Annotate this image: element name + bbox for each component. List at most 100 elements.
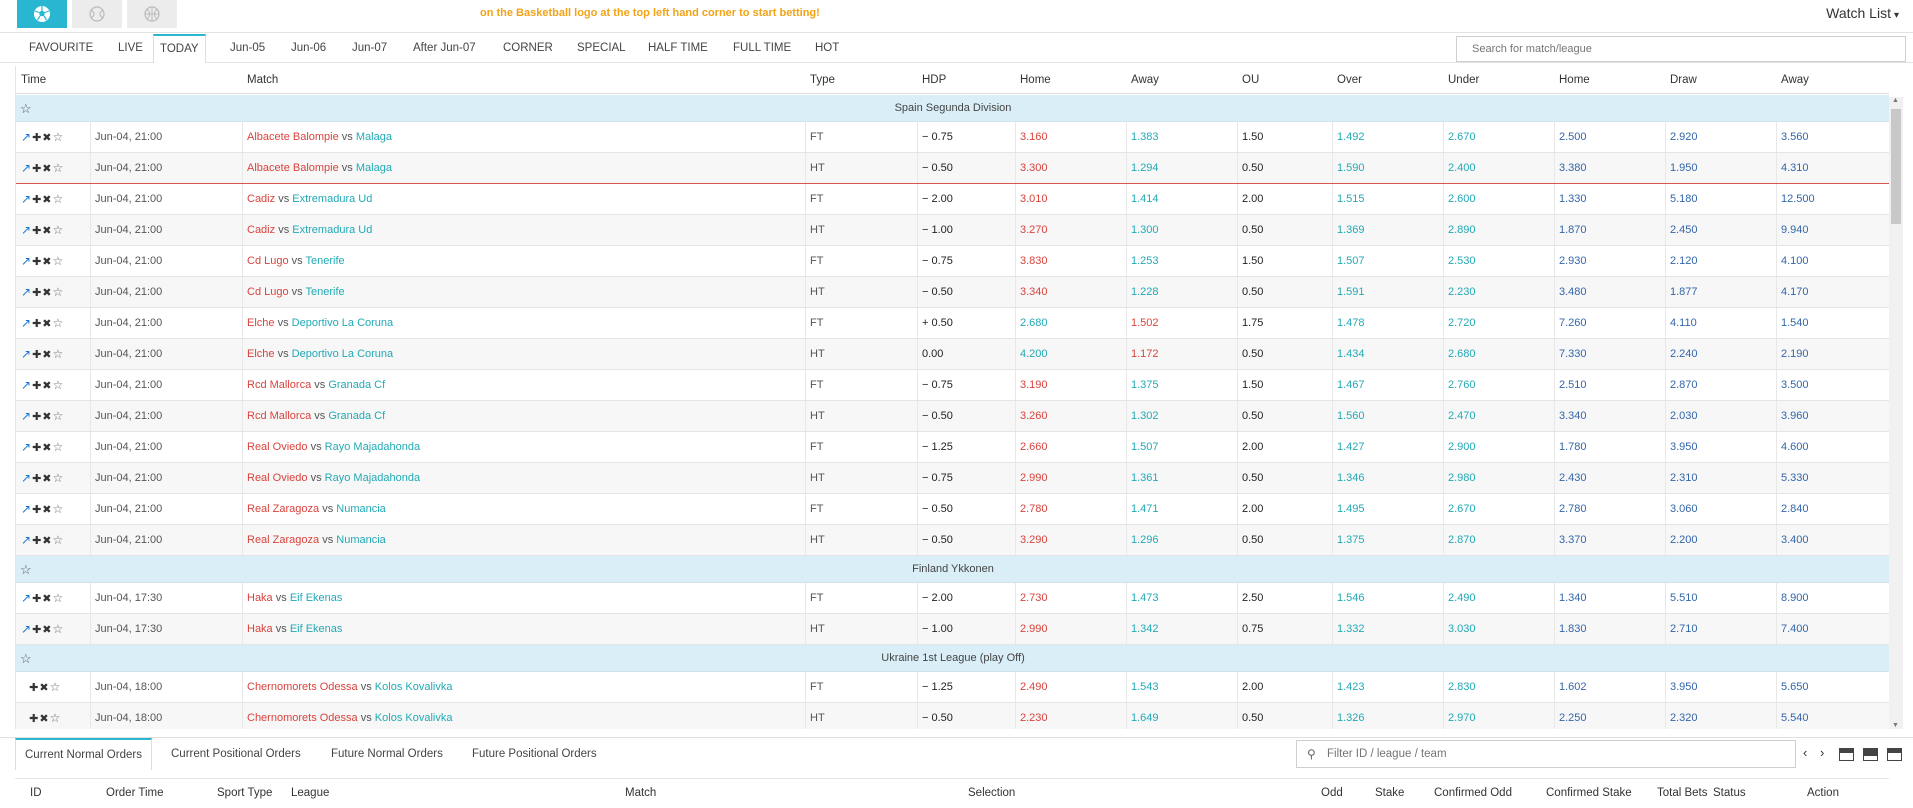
1x2-draw-odd[interactable]: 2.450	[1670, 224, 1698, 236]
favourite-star-icon[interactable]: ☆	[52, 254, 65, 268]
hdp-away-odd[interactable]: 1.300	[1131, 224, 1159, 236]
chart-icon[interactable]: ↗	[21, 409, 33, 423]
1x2-home-odd[interactable]: 2.510	[1559, 379, 1587, 391]
remove-icon[interactable]: ✖	[42, 535, 53, 547]
1x2-away-odd[interactable]: 4.600	[1781, 441, 1809, 453]
match-teams[interactable]: Real Oviedo vs Rayo Majadahonda	[242, 432, 420, 462]
match-row[interactable]: ↗✚✖☆ Jun-04, 21:00 Real Zaragoza vs Numanc…	[16, 525, 1889, 556]
home-team[interactable]: Haka	[247, 592, 273, 604]
1x2-draw-odd[interactable]: 1.950	[1670, 162, 1698, 174]
1x2-draw-odd[interactable]: 4.110	[1670, 317, 1697, 329]
1x2-away-odd[interactable]: 12.500	[1781, 193, 1815, 205]
hdp-home-odd[interactable]: 3.830	[1020, 255, 1048, 267]
add-icon[interactable]: ✚	[32, 504, 43, 516]
add-icon[interactable]: ✚	[32, 256, 43, 268]
1x2-draw-odd[interactable]: 5.510	[1670, 592, 1698, 604]
tab-today[interactable]: TODAY	[153, 34, 206, 63]
tab-current-positional-orders[interactable]: Current Positional Orders	[171, 748, 301, 760]
match-teams[interactable]: Haka vs Eif Ekenas	[242, 583, 342, 613]
match-row[interactable]: ✚✖☆ Jun-04, 18:00 Chernomorets Odessa vs K…	[16, 703, 1889, 729]
1x2-draw-odd[interactable]: 2.310	[1670, 472, 1698, 484]
match-row[interactable]: ↗✚✖☆ Jun-04, 21:00 Cd Lugo vs Tenerife HT − …	[16, 277, 1889, 308]
over-odd[interactable]: 1.492	[1337, 131, 1365, 143]
match-teams[interactable]: Rcd Mallorca vs Granada Cf	[242, 370, 385, 400]
under-odd[interactable]: 2.830	[1448, 681, 1476, 693]
1x2-draw-odd[interactable]: 2.200	[1670, 534, 1698, 546]
favourite-star-icon[interactable]: ☆	[52, 223, 65, 237]
chart-icon[interactable]: ↗	[21, 130, 33, 144]
away-team[interactable]: Deportivo La Coruna	[291, 317, 394, 329]
1x2-away-odd[interactable]: 9.940	[1781, 224, 1809, 236]
hdp-home-odd[interactable]: 3.010	[1020, 193, 1048, 205]
layout-top-icon[interactable]	[1839, 748, 1854, 761]
tab-live[interactable]: LIVE	[118, 42, 143, 54]
under-odd[interactable]: 2.890	[1448, 224, 1476, 236]
under-odd[interactable]: 2.600	[1448, 193, 1476, 205]
favourite-star-icon[interactable]: ☆	[52, 130, 65, 144]
under-odd[interactable]: 2.760	[1448, 379, 1476, 391]
add-icon[interactable]: ✚	[32, 411, 43, 423]
favourite-star-icon[interactable]: ☆	[52, 161, 65, 175]
over-odd[interactable]: 1.546	[1337, 592, 1365, 604]
remove-icon[interactable]: ✖	[42, 256, 53, 268]
favourite-star-icon[interactable]: ☆	[49, 711, 62, 725]
1x2-home-odd[interactable]: 3.370	[1559, 534, 1587, 546]
over-odd[interactable]: 1.346	[1337, 472, 1365, 484]
under-odd[interactable]: 2.720	[1448, 317, 1476, 329]
add-icon[interactable]: ✚	[32, 287, 43, 299]
hdp-away-odd[interactable]: 1.296	[1131, 534, 1159, 546]
over-odd[interactable]: 1.423	[1337, 681, 1365, 693]
match-teams[interactable]: Chernomorets Odessa vs Kolos Kovalivka	[242, 672, 452, 702]
chart-icon[interactable]: ↗	[21, 533, 33, 547]
1x2-home-odd[interactable]: 3.340	[1559, 410, 1587, 422]
1x2-home-odd[interactable]: 3.480	[1559, 286, 1587, 298]
home-team[interactable]: Haka	[247, 623, 273, 635]
remove-icon[interactable]: ✖	[42, 194, 53, 206]
1x2-draw-odd[interactable]: 2.240	[1670, 348, 1698, 360]
hdp-away-odd[interactable]: 1.361	[1131, 472, 1159, 484]
hdp-home-odd[interactable]: 3.160	[1020, 131, 1048, 143]
away-team[interactable]: Tenerife	[305, 286, 345, 298]
1x2-home-odd[interactable]: 2.780	[1559, 503, 1587, 515]
hdp-home-odd[interactable]: 3.340	[1020, 286, 1048, 298]
favourite-star-icon[interactable]: ☆	[20, 651, 32, 666]
hdp-away-odd[interactable]: 1.414	[1131, 193, 1159, 205]
favourite-star-icon[interactable]: ☆	[52, 591, 65, 605]
remove-icon[interactable]: ✖	[42, 411, 53, 423]
match-teams[interactable]: Cd Lugo vs Tenerife	[242, 246, 345, 276]
layout-full-icon[interactable]	[1887, 748, 1902, 761]
add-icon[interactable]: ✚	[32, 132, 43, 144]
home-team[interactable]: Cd Lugo	[247, 286, 289, 298]
1x2-draw-odd[interactable]: 2.710	[1670, 623, 1698, 635]
remove-icon[interactable]: ✖	[39, 713, 50, 725]
home-team[interactable]: Albacete Balompie	[247, 131, 339, 143]
favourite-star-icon[interactable]: ☆	[52, 316, 65, 330]
home-team[interactable]: Rcd Mallorca	[247, 379, 312, 391]
chart-icon[interactable]: ↗	[21, 591, 33, 605]
1x2-home-odd[interactable]: 1.330	[1559, 193, 1587, 205]
hdp-home-odd[interactable]: 3.270	[1020, 224, 1048, 236]
away-team[interactable]: Deportivo La Coruna	[291, 348, 394, 360]
match-row[interactable]: ↗✚✖☆ Jun-04, 21:00 Real Zaragoza vs Numanc…	[16, 494, 1889, 525]
chart-icon[interactable]: ↗	[21, 223, 33, 237]
hdp-home-odd[interactable]: 2.660	[1020, 441, 1048, 453]
remove-icon[interactable]: ✖	[42, 593, 53, 605]
match-teams[interactable]: Cadiz vs Extremadura Ud	[242, 215, 372, 245]
remove-icon[interactable]: ✖	[42, 349, 53, 361]
under-odd[interactable]: 2.400	[1448, 162, 1476, 174]
scroll-up-arrow-icon[interactable]: ▲	[1892, 97, 1899, 104]
1x2-away-odd[interactable]: 4.310	[1781, 162, 1809, 174]
match-teams[interactable]: Cd Lugo vs Tenerife	[242, 277, 345, 307]
match-teams[interactable]: Rcd Mallorca vs Granada Cf	[242, 401, 385, 431]
1x2-home-odd[interactable]: 1.602	[1559, 681, 1587, 693]
match-row[interactable]: ↗✚✖☆ Jun-04, 21:00 Rcd Mallorca vs Granada…	[16, 401, 1889, 432]
away-team[interactable]: Malaga	[355, 162, 392, 174]
away-team[interactable]: Granada Cf	[328, 379, 386, 391]
add-icon[interactable]: ✚	[32, 318, 43, 330]
hdp-home-odd[interactable]: 3.290	[1020, 534, 1048, 546]
remove-icon[interactable]: ✖	[42, 132, 53, 144]
tab-jun-05[interactable]: Jun-05	[230, 42, 266, 54]
home-team[interactable]: Albacete Balompie	[247, 162, 339, 174]
1x2-draw-odd[interactable]: 3.950	[1670, 441, 1698, 453]
match-teams[interactable]: Real Zaragoza vs Numancia	[242, 525, 386, 555]
